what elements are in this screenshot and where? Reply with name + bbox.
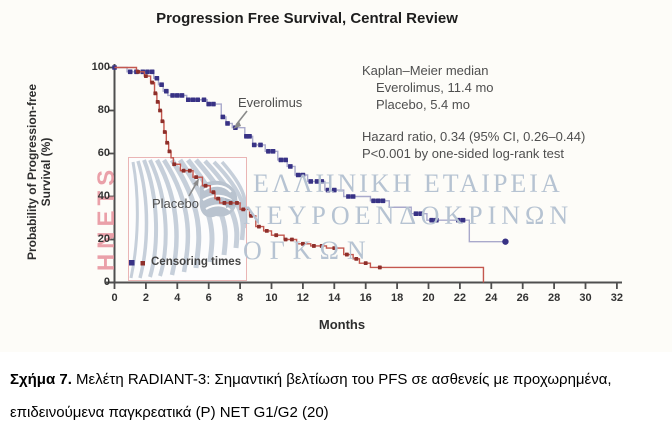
y-tick-label: 80 xyxy=(97,103,110,116)
km-median-everolimus: Everolimus, 11.4 mo xyxy=(376,80,494,95)
watermark-line-2: ΝΕΥΡΟΕΝΔΟΚΡΙΝΩΝ xyxy=(243,201,574,230)
x-tick-label: 4 xyxy=(174,292,181,304)
placebo-curve-label: Placebo xyxy=(152,196,199,211)
x-tick-label: 28 xyxy=(547,292,561,304)
watermark-line-1: ΕΛΛΗΝΙΚΗ ΕΤΑΙΡΕΙΑ xyxy=(253,169,563,198)
axes xyxy=(106,64,622,289)
x-axis-label: Months xyxy=(318,317,366,332)
x-tick-label: 0 xyxy=(111,292,118,304)
everolimus-arrow xyxy=(233,110,248,129)
y-tick-label: 20 xyxy=(97,232,110,245)
x-tick-label: 10 xyxy=(265,292,278,304)
km-median-header: Kaplan–Meier median xyxy=(362,63,489,78)
x-tick-label: 24 xyxy=(485,292,498,304)
km-median-placebo: Placebo, 5.4 mo xyxy=(376,97,470,112)
x-tick-label: 16 xyxy=(359,292,372,304)
x-tick-label: 12 xyxy=(296,292,310,304)
figure-caption: Σχήμα 7. Μελέτη RADIANT-3: Σημαντική βελ… xyxy=(10,363,660,429)
p-value-text: P<0.001 by one-sided log-rank test xyxy=(362,146,564,161)
x-tick-label: 6 xyxy=(205,292,212,304)
chart-background xyxy=(0,0,672,352)
caption-text: Μελέτη RADIANT-3: Σημαντική βελτίωση του… xyxy=(10,371,612,421)
hazard-ratio-text: Hazard ratio, 0.34 (95% CI, 0.26–0.44) xyxy=(362,129,586,144)
km-chart-svg xyxy=(106,64,622,289)
caption-number: Σχήμα 7. xyxy=(10,371,72,388)
x-tick-label: 14 xyxy=(328,292,341,304)
x-tick-label: 2 xyxy=(142,292,149,304)
legend-censoring-swatches xyxy=(129,260,145,266)
x-tick-label: 32 xyxy=(610,292,624,304)
x-tick-label: 8 xyxy=(237,292,244,304)
y-axis-label-line1: Probability of Progression-free xyxy=(25,83,39,261)
y-tick-label: 100 xyxy=(91,60,110,73)
zebra-watermark-image xyxy=(128,157,247,281)
x-tick-label: 30 xyxy=(579,292,592,304)
y-tick-label: 40 xyxy=(97,189,110,202)
survival-curves xyxy=(112,65,509,283)
y-tick-label: 60 xyxy=(97,146,110,159)
placebo-arrow xyxy=(188,178,199,197)
x-tick-label: 20 xyxy=(422,292,435,304)
y-tick-label: 0 xyxy=(103,275,110,288)
watermark-vertical-text: HNETS xyxy=(93,164,120,272)
censoring-times-legend-label: Censoring times xyxy=(151,256,242,268)
stats-annotation: Kaplan–Meier median Everolimus, 11.4 mo … xyxy=(362,62,622,162)
watermark-line-3: ΟΓΚΩΝ xyxy=(243,236,374,265)
y-axis-label-line2: Survival (%) xyxy=(39,137,53,207)
x-tick-label: 18 xyxy=(390,292,404,304)
everolimus-curve-label: Everolimus xyxy=(238,95,303,110)
x-tick-label: 26 xyxy=(516,292,529,304)
y-axis-label: Probability of Progression-free Survival… xyxy=(25,57,55,287)
chart-title: Progression Free Survival, Central Revie… xyxy=(156,10,458,27)
x-tick-label: 22 xyxy=(453,292,467,304)
